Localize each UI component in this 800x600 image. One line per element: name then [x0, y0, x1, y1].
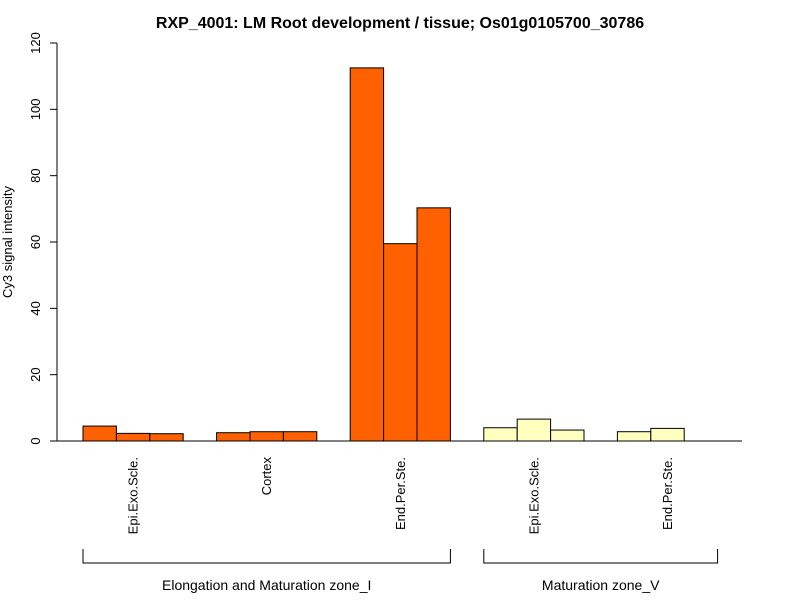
bar	[349, 67, 385, 442]
bar	[216, 432, 251, 442]
category-label: End.Per.Ste.	[393, 457, 408, 530]
category-label: End.Per.Ste.	[660, 457, 675, 530]
bar	[650, 427, 685, 442]
y-tick-label: 0	[28, 437, 43, 444]
bar	[249, 431, 284, 442]
group-label: Elongation and Maturation zone_I	[162, 577, 371, 593]
bars	[82, 67, 685, 442]
chart-title: RXP_4001: LM Root development / tissue; …	[156, 15, 644, 32]
y-tick-label: 80	[28, 168, 43, 182]
bar	[149, 433, 184, 442]
category-label: Cortex	[259, 457, 274, 496]
bar	[616, 431, 652, 442]
bar	[82, 425, 117, 442]
category-labels: Epi.Exo.Scle. Cortex End.Per.Ste. Epi.Exo.S…	[126, 457, 675, 535]
y-tick-label: 100	[28, 98, 43, 120]
bar	[383, 243, 418, 442]
y-tick-label: 40	[28, 301, 43, 315]
y-axis-label: Cy3 signal intensity	[0, 186, 15, 298]
y-axis: 0 20 40 60 80 100 120	[28, 32, 58, 445]
bar	[550, 429, 585, 442]
bar	[483, 427, 518, 442]
y-tick-label: 60	[28, 235, 43, 249]
bar	[115, 432, 151, 442]
group-brackets: Elongation and Maturation zone_I Maturati…	[82, 549, 719, 593]
bar	[516, 418, 552, 442]
y-tick-label: 20	[28, 367, 43, 381]
bar	[416, 207, 451, 442]
group-bracket	[82, 549, 451, 564]
bar	[282, 431, 318, 442]
group-label: Maturation zone_V	[542, 577, 660, 593]
y-tick-label: 120	[28, 32, 43, 54]
category-label: Epi.Exo.Scle.	[126, 457, 141, 534]
category-label: Epi.Exo.Scle.	[526, 457, 541, 534]
group-bracket	[483, 549, 719, 564]
